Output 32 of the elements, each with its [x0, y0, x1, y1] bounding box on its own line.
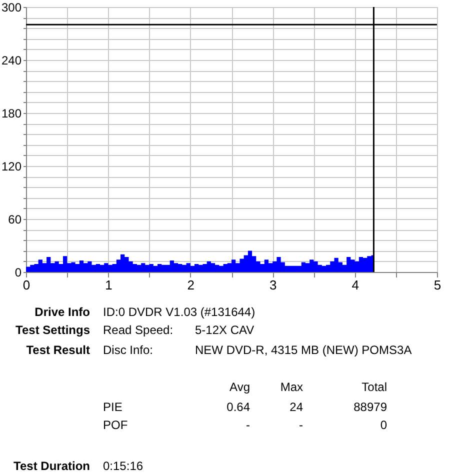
- text: 88979: [354, 400, 388, 414]
- text: Read Speed:: [103, 323, 174, 337]
- text: -: [246, 418, 250, 432]
- text: POF: [103, 418, 128, 432]
- text: Drive Info: [34, 305, 90, 319]
- y-tick-label: 120: [1, 160, 22, 174]
- text: NEW DVD-R, 4315 MB (NEW) POMS3A: [195, 343, 412, 357]
- text: Max: [280, 380, 303, 394]
- y-tick-label: 60: [8, 212, 22, 226]
- text: Total: [362, 380, 387, 394]
- text: PIE: [103, 400, 122, 414]
- text: 0:15:16: [103, 459, 144, 473]
- text: Test Duration: [14, 459, 90, 473]
- text: Avg: [230, 380, 250, 394]
- y-tick-label: 300: [1, 0, 22, 14]
- x-tick-label: 4: [352, 278, 359, 292]
- text: 0.64: [226, 400, 250, 414]
- text: 5-12X CAV: [195, 323, 254, 337]
- text: Test Result: [26, 343, 90, 357]
- x-tick-label: 5: [434, 278, 442, 292]
- text: 24: [290, 400, 304, 414]
- y-tick-label: 180: [1, 106, 22, 120]
- text: Disc Info:: [103, 343, 154, 357]
- y-tick-label: 0: [14, 266, 22, 280]
- x-tick-label: 2: [187, 278, 195, 292]
- text: ID:0 DVDR V1.03 (#131644): [103, 305, 256, 319]
- x-tick-label: 1: [105, 278, 112, 292]
- text: -: [299, 418, 303, 432]
- y-tick-label: 240: [1, 54, 22, 68]
- x-tick-label: 3: [269, 278, 277, 292]
- text: Test Settings: [16, 323, 90, 337]
- text: 0: [380, 418, 388, 432]
